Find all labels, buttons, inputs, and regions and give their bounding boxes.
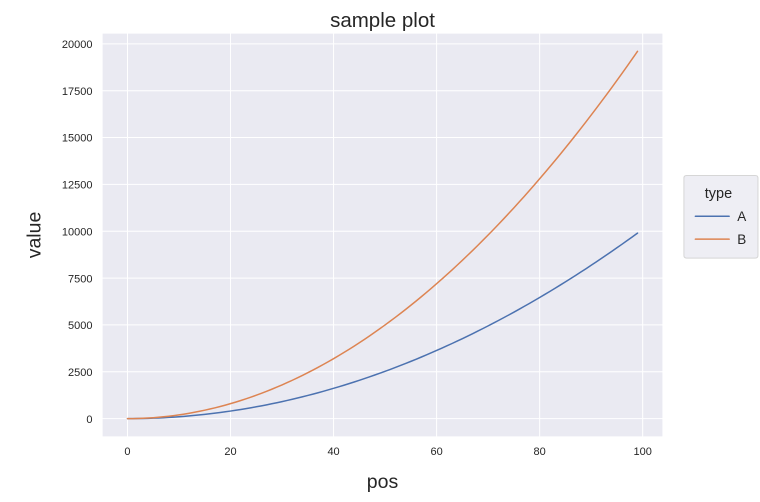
svg-text:B: B [737, 232, 746, 247]
svg-text:sample plot: sample plot [330, 9, 435, 32]
svg-text:60: 60 [430, 446, 442, 458]
svg-text:0: 0 [124, 446, 130, 458]
svg-text:value: value [23, 212, 45, 259]
svg-text:type: type [705, 186, 732, 202]
svg-text:pos: pos [367, 471, 399, 493]
svg-text:15000: 15000 [62, 133, 93, 145]
svg-text:7500: 7500 [68, 273, 92, 285]
svg-text:5000: 5000 [68, 320, 92, 332]
svg-text:A: A [737, 209, 746, 224]
svg-text:20: 20 [224, 446, 236, 458]
svg-text:12500: 12500 [62, 180, 93, 192]
svg-text:40: 40 [327, 446, 339, 458]
svg-text:100: 100 [633, 446, 651, 458]
svg-text:2500: 2500 [68, 367, 92, 379]
svg-text:10000: 10000 [62, 226, 93, 238]
svg-text:20000: 20000 [62, 39, 93, 51]
svg-text:17500: 17500 [62, 86, 93, 98]
svg-text:0: 0 [86, 414, 92, 426]
svg-text:80: 80 [534, 446, 546, 458]
